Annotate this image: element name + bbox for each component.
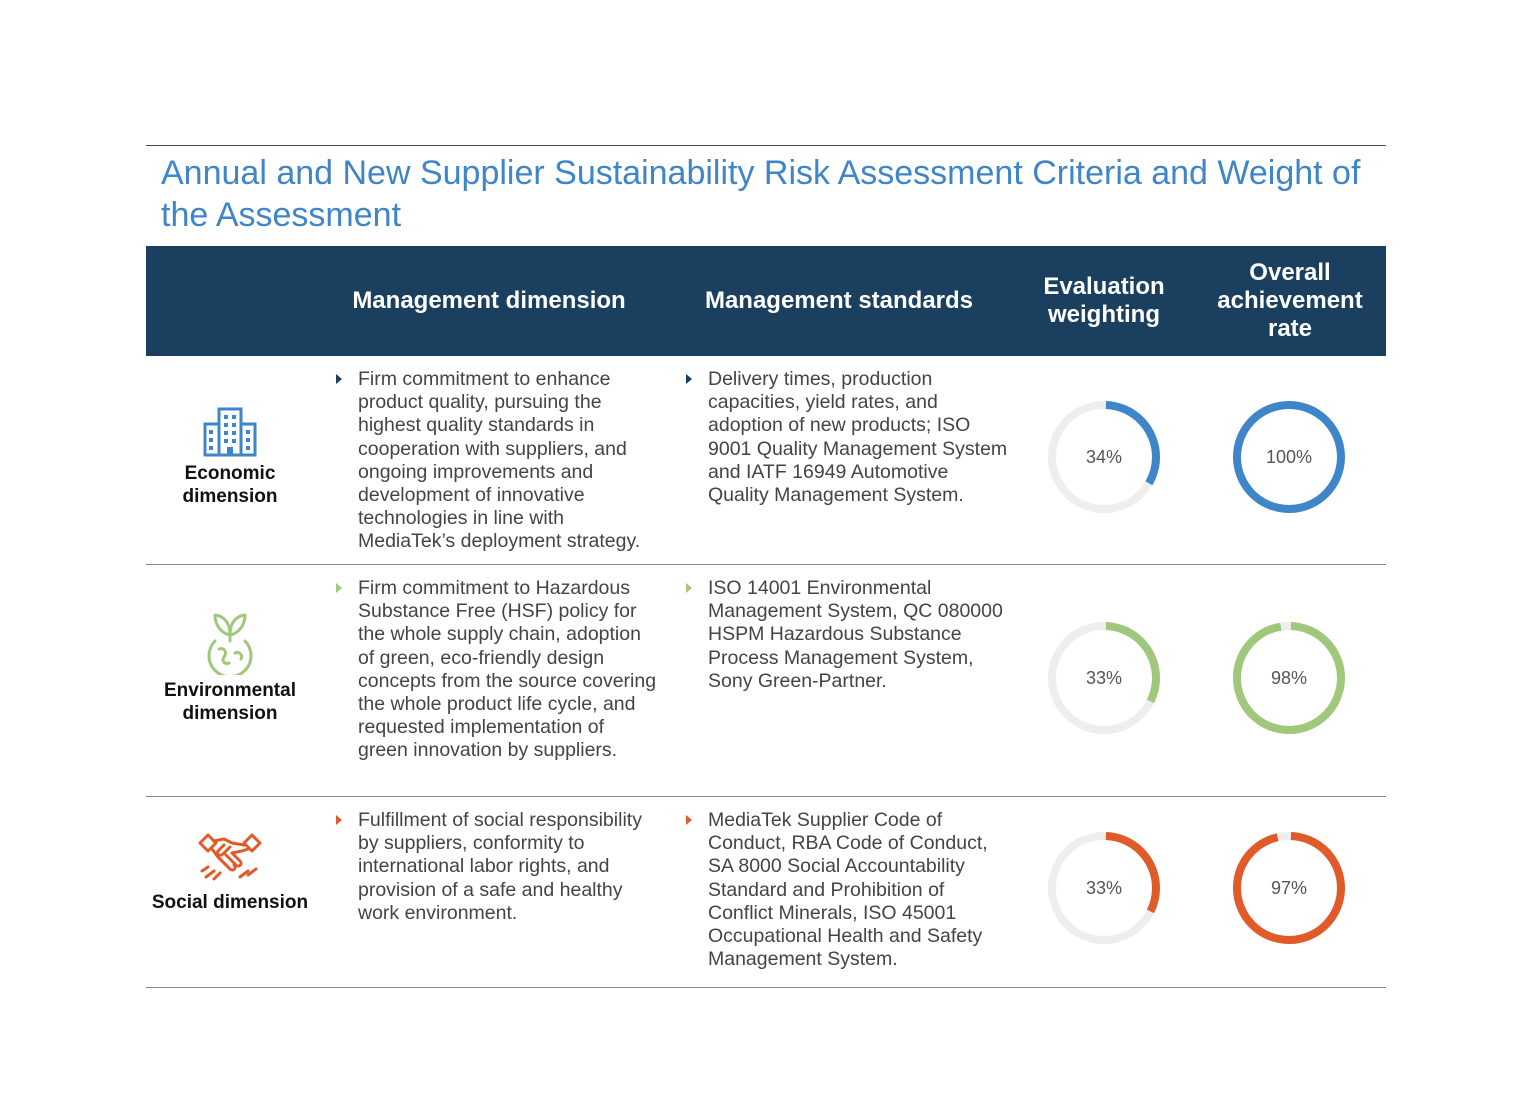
weighting-value: 34% — [1085, 446, 1123, 467]
bullet-icon — [336, 583, 342, 593]
dimension-cell: Social dimension — [146, 827, 314, 914]
page-title: Annual and New Supplier Sustainability R… — [161, 154, 1361, 234]
donut-arc — [1048, 622, 1160, 734]
donut-arc — [1048, 832, 1160, 944]
donut-arc — [1048, 401, 1160, 513]
management-standards-text: MediaTek Supplier Code of Conduct, RBA C… — [708, 809, 988, 971]
donut-arc — [1233, 832, 1345, 944]
management-dimension-cell: Fulfillment of social responsibility by … — [336, 809, 658, 925]
achievement-donut: 100% — [1229, 397, 1349, 517]
header-management-standards: Management standards — [704, 287, 974, 314]
management-standards-cell: Delivery times, production capacities, y… — [686, 368, 1008, 507]
management-standards-text: Delivery times, production capacities, y… — [708, 368, 1008, 507]
table-row: Social dimension Fulfillment of social r… — [146, 797, 1386, 987]
achievement-value: 100% — [1265, 446, 1313, 467]
earth-sprout-icon — [207, 613, 253, 675]
row-divider — [146, 796, 1386, 797]
management-dimension-text: Firm commitment to Hazardous Substance F… — [358, 577, 657, 762]
dimension-cell: Environmental dimension — [146, 611, 314, 725]
handshake-icon — [198, 833, 262, 881]
achievement-donut: 97% — [1229, 828, 1349, 948]
row-divider — [146, 564, 1386, 565]
top-rule — [146, 145, 1386, 146]
management-dimension-text: Firm commitment to enhance product quali… — [358, 368, 641, 553]
dimension-label: Economic dimension — [182, 463, 278, 507]
achievement-donut: 98% — [1229, 618, 1349, 738]
management-standards-cell: MediaTek Supplier Code of Conduct, RBA C… — [686, 809, 1008, 971]
donut-arc — [1233, 622, 1345, 734]
dimension-label: Social dimension — [151, 892, 309, 913]
table-row: Environmental dimension Firm commitment … — [146, 565, 1386, 796]
bottom-rule — [146, 987, 1386, 988]
building-icon — [203, 407, 257, 457]
management-dimension-text: Fulfillment of social responsibility by … — [358, 809, 642, 924]
weighting-donut: 33% — [1044, 618, 1164, 738]
management-standards-cell: ISO 14001 Environmental Management Syste… — [686, 577, 1008, 693]
weighting-value: 33% — [1085, 667, 1123, 688]
dimension-cell: Economic dimension — [146, 406, 314, 508]
header-evaluation-weighting: Evaluation weighting — [1043, 273, 1165, 328]
bullet-icon — [336, 374, 342, 384]
weighting-value: 33% — [1085, 877, 1123, 898]
management-standards-text: ISO 14001 Environmental Management Syste… — [708, 577, 1003, 692]
management-dimension-cell: Firm commitment to enhance product quali… — [336, 368, 658, 554]
bullet-icon — [686, 583, 692, 593]
table-header: Management dimension Management standard… — [146, 246, 1386, 356]
donut-arc — [1233, 401, 1345, 513]
table-row: Economic dimension Firm commitment to en… — [146, 356, 1386, 564]
achievement-value: 97% — [1270, 877, 1308, 898]
weighting-donut: 33% — [1044, 828, 1164, 948]
dimension-label: Environmental dimension — [164, 680, 296, 724]
bullet-icon — [336, 815, 342, 825]
weighting-donut: 34% — [1044, 397, 1164, 517]
header-management-dimension: Management dimension — [352, 287, 626, 314]
achievement-value: 98% — [1270, 667, 1308, 688]
bullet-icon — [686, 374, 692, 384]
bullet-icon — [686, 815, 692, 825]
header-overall-achievement-rate: Overall achievement rate — [1217, 259, 1363, 342]
management-dimension-cell: Firm commitment to Hazardous Substance F… — [336, 577, 658, 763]
